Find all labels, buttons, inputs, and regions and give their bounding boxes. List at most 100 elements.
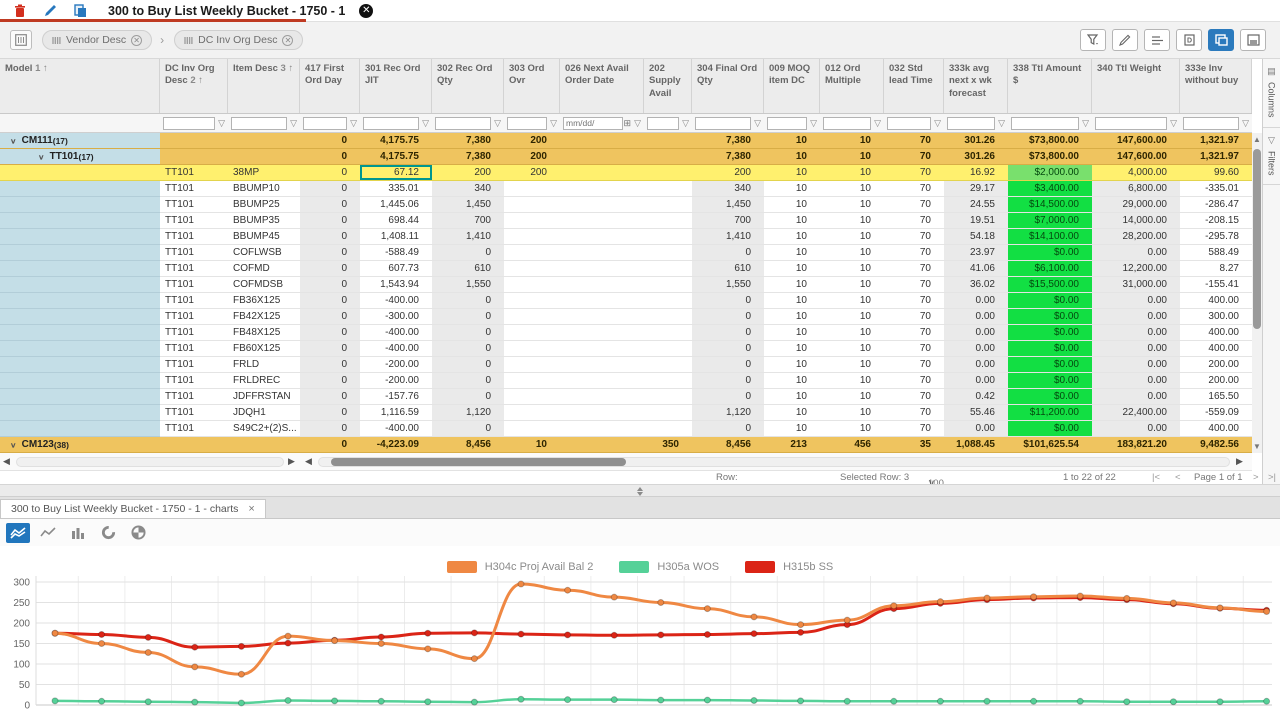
grid-cell[interactable] <box>560 309 644 325</box>
frozen-scroll-right-icon[interactable]: ▶ <box>288 456 295 466</box>
column-header-333e-inv-without-buy[interactable]: 333e Inv without buy <box>1180 59 1252 113</box>
grid-cell[interactable]: $14,500.00 <box>1008 197 1092 213</box>
table-row-fb42x125[interactable]: TT101 FB42X125 0 -300.00 0 0 10 10 70 0.00 $0.00 0.… <box>0 309 1252 325</box>
grid-cell[interactable]: 70 <box>884 165 944 181</box>
grid-cell[interactable]: 35 <box>884 437 944 453</box>
grid-cell[interactable]: 0.00 <box>944 421 1008 437</box>
grid-cell[interactable]: 10 <box>820 165 884 181</box>
grid-cell[interactable]: 0 <box>692 373 764 389</box>
group-chip-dc-inv-org-desc[interactable]: DC Inv Org Desc ✕ <box>174 30 304 50</box>
item-desc-cell[interactable]: S49C2+(2)S... <box>228 421 300 437</box>
grid-cell[interactable]: 70 <box>884 357 944 373</box>
grid-cell[interactable]: 55.46 <box>944 405 1008 421</box>
grid-cell[interactable]: 0 <box>692 357 764 373</box>
grid-cell[interactable]: 607.73 <box>360 261 432 277</box>
column-header-012-ord-multiple[interactable]: 012 Ord Multiple <box>820 59 884 113</box>
dc-org-cell[interactable]: TT101 <box>160 197 228 213</box>
grid-cell[interactable] <box>560 165 644 181</box>
column-header-item-desc[interactable]: Item Desc 3 ↑ <box>228 59 300 113</box>
grid-cell[interactable] <box>504 245 560 261</box>
column-header-417-first-ord-day[interactable]: 417 First Ord Day <box>300 59 360 113</box>
table-row-cofmd[interactable]: TT101 COFMD 0 607.73 610 610 10 10 70 41.06 $6,100… <box>0 261 1252 277</box>
grid-cell[interactable]: 0 <box>300 213 360 229</box>
grid-cell[interactable]: 7,380 <box>432 133 504 149</box>
grid-cell[interactable]: -200.00 <box>360 357 432 373</box>
column-header-032-std-lead-time[interactable]: 032 Std lead Time <box>884 59 944 113</box>
grid-cell[interactable]: 14,000.00 <box>1092 213 1180 229</box>
dc-org-cell[interactable] <box>160 437 228 453</box>
grid-cell[interactable] <box>644 213 692 229</box>
grid-cell[interactable] <box>504 357 560 373</box>
filter-input[interactable] <box>507 116 548 130</box>
vertical-scroll-thumb[interactable] <box>1253 149 1261 329</box>
splitter-handle-icon[interactable] <box>633 487 647 496</box>
grid-cell[interactable]: 31,000.00 <box>1092 277 1180 293</box>
grid-cell[interactable]: 10 <box>764 197 820 213</box>
column-filter-icon[interactable]: ▽ <box>998 117 1005 128</box>
filter-input[interactable] <box>695 116 752 130</box>
grid-cell[interactable]: 340 <box>432 181 504 197</box>
dc-org-cell[interactable] <box>160 149 228 165</box>
dc-org-cell[interactable]: TT101 <box>160 309 228 325</box>
grid-cell[interactable]: 0.00 <box>1092 245 1180 261</box>
grid-cell[interactable] <box>644 325 692 341</box>
grid-cell[interactable]: 10 <box>820 245 884 261</box>
table-row-bbump25[interactable]: TT101 BBUMP25 0 1,445.06 1,450 1,450 10 10 70 24.… <box>0 197 1252 213</box>
grid-cell[interactable] <box>644 197 692 213</box>
main-scroll-left-icon[interactable]: ◀ <box>305 456 312 466</box>
view-list-icon[interactable] <box>1144 29 1170 51</box>
item-desc-cell[interactable]: FRLD <box>228 357 300 373</box>
grid-cell[interactable]: $73,800.00 <box>1008 149 1092 165</box>
grid-cell[interactable]: 1,410 <box>432 229 504 245</box>
grid-cell[interactable]: $0.00 <box>1008 421 1092 437</box>
grid-cell[interactable]: 22,400.00 <box>1092 405 1180 421</box>
main-scrollbar[interactable] <box>318 457 1230 467</box>
chip-remove-icon[interactable]: ✕ <box>131 34 143 46</box>
dc-org-cell[interactable]: TT101 <box>160 277 228 293</box>
grid-cell[interactable] <box>644 357 692 373</box>
grid-cell[interactable]: -208.15 <box>1180 213 1252 229</box>
grid-cell[interactable]: 300.00 <box>1180 309 1252 325</box>
frozen-scrollbar[interactable] <box>16 457 284 467</box>
grid-cell[interactable] <box>504 197 560 213</box>
grid-cell[interactable]: 0.00 <box>1092 373 1180 389</box>
grid-cell[interactable]: 0.00 <box>944 293 1008 309</box>
grid-cell[interactable]: 10 <box>764 325 820 341</box>
legend-item[interactable]: H305a WOS <box>619 561 719 573</box>
grid-cell[interactable]: 16.92 <box>944 165 1008 181</box>
grid-cell[interactable]: 10 <box>764 293 820 309</box>
grid-cell[interactable]: 70 <box>884 373 944 389</box>
column-filter-icon[interactable]: ▽ <box>290 117 297 128</box>
dc-org-cell[interactable]: TT101 <box>160 261 228 277</box>
grid-cell[interactable]: 1,450 <box>432 197 504 213</box>
grid-cell[interactable] <box>644 181 692 197</box>
grid-cell[interactable]: 400.00 <box>1180 325 1252 341</box>
filter-input[interactable] <box>767 116 808 130</box>
grid-cell[interactable]: 0 <box>692 293 764 309</box>
columns-tab[interactable]: ▤ Columns <box>1263 59 1280 128</box>
grid-cell[interactable]: 200 <box>504 165 560 181</box>
grid-cell[interactable] <box>504 373 560 389</box>
column-header-302-rec-ord-qty[interactable]: 302 Rec Ord Qty <box>432 59 504 113</box>
grid-cell[interactable] <box>504 213 560 229</box>
grid-cell[interactable]: 1,116.59 <box>360 405 432 421</box>
filter-input[interactable] <box>231 116 288 130</box>
grid-cell[interactable]: 301.26 <box>944 149 1008 165</box>
grid-cell[interactable] <box>560 421 644 437</box>
grid-cell[interactable]: 1,120 <box>432 405 504 421</box>
grid-cell[interactable]: 0 <box>300 293 360 309</box>
edit-icon[interactable] <box>40 3 60 19</box>
dc-org-cell[interactable]: TT101 <box>160 421 228 437</box>
column-header-304-final-ord-qty[interactable]: 304 Final Ord Qty <box>692 59 764 113</box>
grid-cell[interactable]: 301.26 <box>944 133 1008 149</box>
grid-cell[interactable]: 19.51 <box>944 213 1008 229</box>
grid-cell[interactable]: 10 <box>820 229 884 245</box>
grid-cell[interactable] <box>644 341 692 357</box>
column-header-dc-inv-org-desc[interactable]: DC Inv Org Desc 2 ↑ <box>160 59 228 113</box>
grid-cell[interactable]: 70 <box>884 261 944 277</box>
grid-cell[interactable]: 12,200.00 <box>1092 261 1180 277</box>
grid-cell[interactable] <box>560 341 644 357</box>
grid-cell[interactable]: 70 <box>884 325 944 341</box>
grid-cell[interactable]: 8,456 <box>692 437 764 453</box>
column-filter-icon[interactable]: ▽ <box>874 117 881 128</box>
